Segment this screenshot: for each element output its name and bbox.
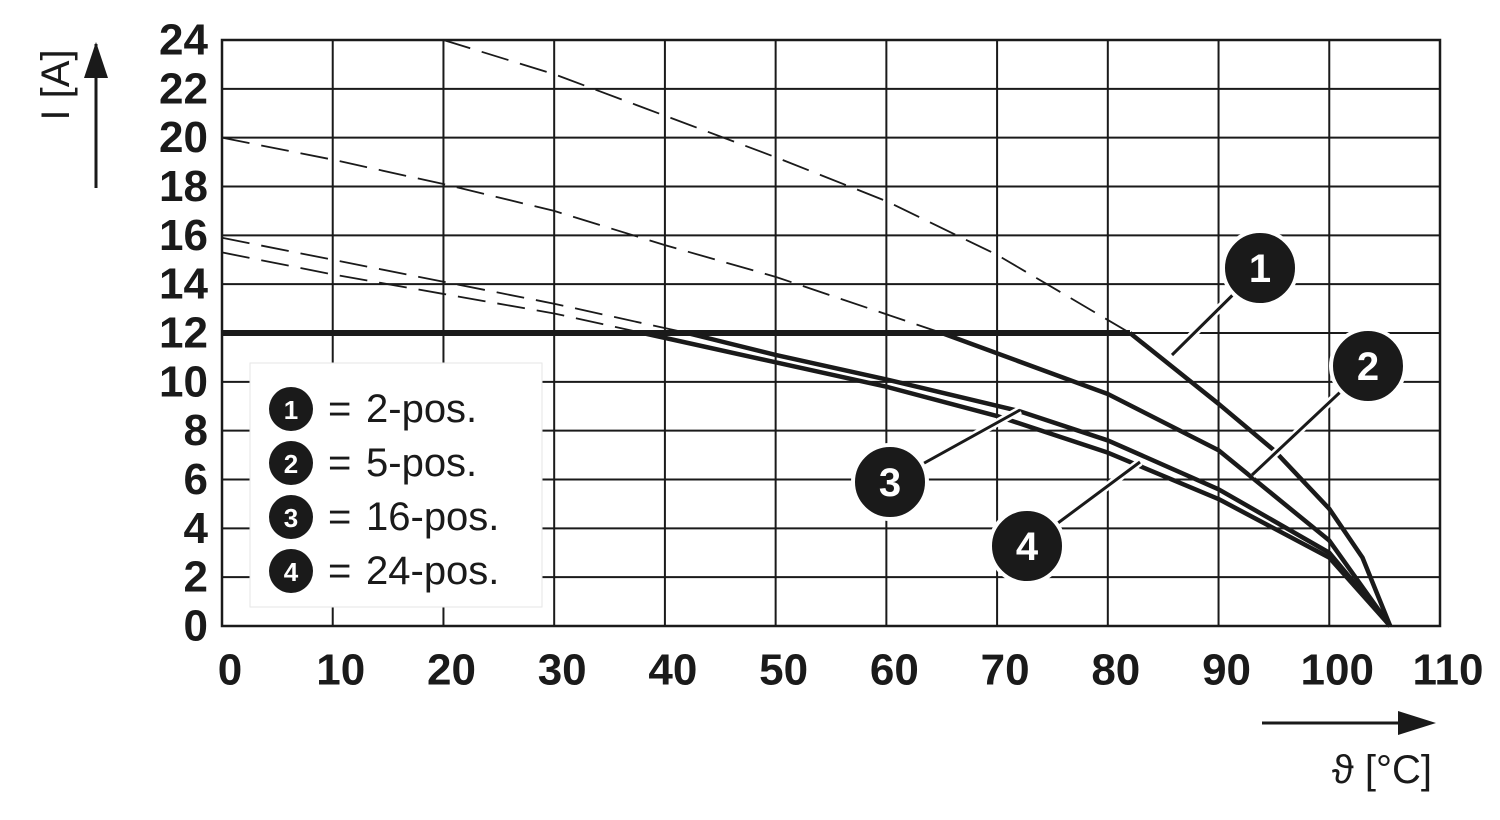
y-tick-label: 12: [159, 309, 208, 358]
legend-separator: =: [328, 495, 351, 539]
legend-badge-label: 3: [284, 503, 298, 533]
y-tick-label: 6: [184, 455, 208, 504]
legend-separator: =: [328, 387, 351, 431]
callout-badge: [851, 443, 929, 521]
legend-label: 24-pos.: [366, 549, 499, 593]
y-tick-label: 0: [184, 602, 208, 651]
y-tick-label: 14: [159, 260, 208, 309]
y-tick-label: 10: [159, 357, 208, 406]
x-tick-label: 30: [538, 646, 587, 695]
x-tick-label: 40: [648, 646, 697, 695]
legend-badge-label: 1: [284, 395, 298, 425]
legend-badge: [269, 549, 313, 593]
legend-badge: [269, 387, 313, 431]
x-tick-label: 20: [427, 646, 476, 695]
y-tick-label: 24: [159, 16, 208, 65]
y-tick-label: 2: [184, 553, 208, 602]
y-arrowhead: [84, 42, 108, 78]
x-tick-label: 90: [1202, 646, 1251, 695]
x-tick-label: 80: [1091, 646, 1140, 695]
x-arrowhead: [1398, 711, 1436, 735]
x-axis-title: ϑ [°C]: [1332, 748, 1432, 792]
legend-badge: [269, 441, 313, 485]
legend-badge-label: 4: [284, 557, 299, 587]
callout: 4: [988, 458, 1143, 585]
y-tick-label: 18: [159, 162, 208, 211]
y-tick-label: 4: [184, 504, 209, 553]
curve-solid: [1128, 331, 1393, 627]
legend-label: 16-pos.: [366, 495, 499, 539]
callout-label: 3: [879, 461, 901, 505]
x-tick-label: 70: [981, 646, 1030, 695]
curve-dashed: [221, 136, 943, 334]
legend-separator: =: [328, 441, 351, 485]
curve-solid: [686, 330, 1392, 628]
y-axis-title: I [A]: [34, 49, 78, 120]
y-tick-label: 20: [159, 113, 208, 162]
y-tick-label: 16: [159, 211, 208, 260]
callout-badge: [1329, 327, 1407, 405]
callout-badge: [1221, 229, 1299, 307]
callout: 3: [851, 406, 1022, 521]
legend-label: 2-pos.: [366, 387, 477, 431]
x-tick-label: 0: [218, 646, 242, 695]
x-tick-label: 60: [870, 646, 919, 695]
legend-separator: =: [328, 549, 351, 593]
callout-label: 4: [1016, 525, 1039, 569]
callout-badge: [988, 507, 1066, 585]
curve-dashed: [221, 236, 688, 334]
callout-label: 1: [1249, 247, 1271, 291]
curve-solid: [940, 330, 1393, 628]
callout-label: 2: [1357, 345, 1379, 389]
y-tick-label: 8: [184, 406, 208, 455]
x-tick-label: 110: [1413, 646, 1484, 695]
callout: 1: [1169, 229, 1299, 358]
x-tick-label: 50: [759, 646, 808, 695]
legend-label: 5-pos.: [366, 441, 477, 485]
callout: 2: [1249, 327, 1407, 478]
legend-badge-label: 2: [284, 449, 298, 479]
x-tick-label: 100: [1301, 646, 1374, 695]
x-tick-label: 10: [316, 646, 365, 695]
curve-solid: [642, 330, 1392, 628]
legend: 1 = 2-pos. 2 = 5-pos. 3 = 16-pos. 4 = 24-pos.: [249, 362, 543, 608]
legend-badge: [269, 495, 313, 539]
curve-dashed: [221, 251, 643, 334]
y-tick-label: 22: [159, 64, 208, 113]
